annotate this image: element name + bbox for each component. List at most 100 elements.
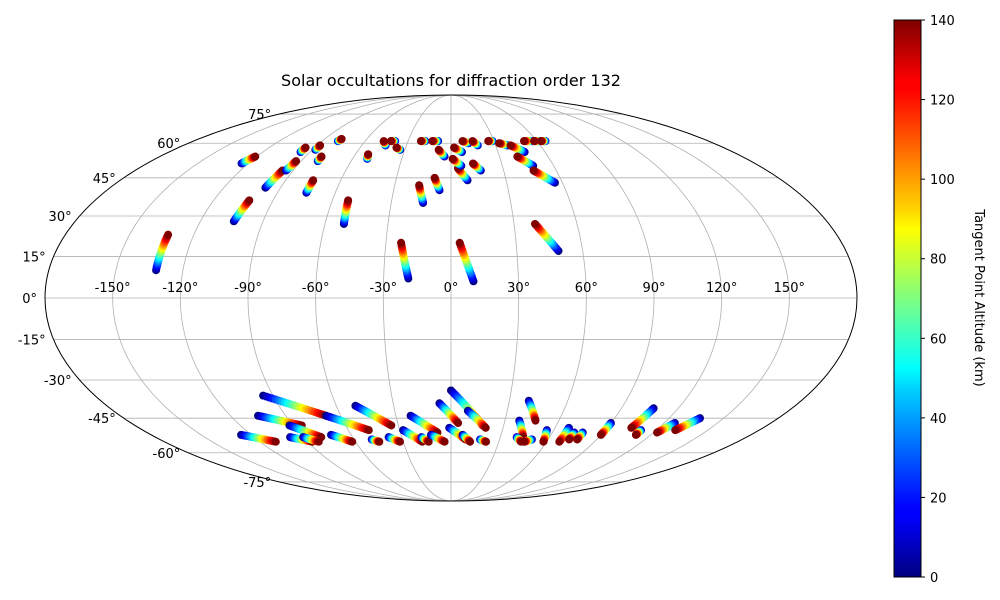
occultation-point [316, 141, 325, 150]
latitude-tick-label: 30° [49, 210, 72, 225]
occultation-point [387, 421, 396, 430]
longitude-tick-label: 150° [774, 281, 805, 296]
occultation-point [653, 428, 662, 437]
occultation-point [434, 145, 443, 154]
occultation-point [392, 143, 401, 152]
longitude-tick-label: 30° [507, 281, 530, 296]
longitude-tick-label: 0° [444, 281, 459, 296]
colorbar-tick-label: 0 [930, 571, 938, 586]
occultation-point [539, 437, 548, 446]
occultation-point [519, 137, 528, 146]
latitude-tick-label: 15° [23, 250, 46, 265]
occultation-point [251, 152, 260, 161]
occultation-point [531, 416, 540, 425]
occultation-point [520, 437, 529, 446]
occultation-point [468, 137, 477, 146]
colorbar-tick-label: 60 [930, 332, 947, 347]
occultation-point [379, 137, 388, 146]
occultation-point [481, 423, 490, 432]
occultation-point [245, 196, 254, 205]
longitude-gridline [382, 95, 452, 501]
occultation-points [152, 134, 705, 446]
latitude-tick-label: 75° [248, 108, 271, 123]
longitude-tick-label: -150° [95, 281, 131, 296]
occultation-point [531, 219, 539, 228]
occultation-point [529, 166, 538, 175]
occultation-point [164, 230, 173, 239]
longitude-gridline [450, 95, 790, 501]
occultation-point [440, 437, 449, 446]
colorbar-bar [893, 19, 922, 578]
longitude-gridline [450, 95, 723, 501]
longitude-tick-label: 90° [642, 281, 665, 296]
occultation-point [364, 426, 373, 435]
occultation-point [309, 176, 318, 185]
longitude-tick-label: -90° [234, 281, 262, 296]
occultation-point [344, 196, 353, 205]
occultation-point [495, 139, 504, 148]
latitude-tick-label: -15° [18, 334, 46, 349]
occultation-point [468, 159, 477, 168]
occultation-point [364, 150, 373, 159]
latitude-tick-label: -45° [88, 412, 116, 427]
occultation-point [565, 435, 574, 444]
occultation-point [314, 437, 323, 446]
occultation-point [458, 137, 467, 146]
colorbar-ticks: 0 20 40 60 80 100 120 140 [921, 14, 955, 586]
occultation-point [292, 157, 301, 166]
colorbar-tick-label: 120 [930, 94, 955, 109]
longitude-tick-label: -30° [369, 281, 397, 296]
occultation-point [573, 435, 582, 444]
longitude-gridline [315, 95, 452, 501]
colorbar-tick-label: 20 [930, 491, 947, 506]
occultation-point [415, 181, 424, 190]
occultation-point [631, 430, 640, 439]
occultation-point [555, 437, 564, 446]
occultation-point [317, 152, 326, 161]
longitude-tick-label: 120° [706, 281, 737, 296]
latitude-tick-label: 60° [157, 137, 180, 152]
latitude-tick-label: 45° [93, 172, 116, 187]
latitude-tick-labels: -75° -60° -45° -30° -15° 0° 15° 30° 45° 60° 75° [18, 108, 271, 491]
longitude-gridline [112, 95, 452, 501]
occultation-point [454, 419, 463, 428]
occultation-point [428, 137, 437, 146]
longitude-tick-label: 60° [575, 281, 598, 296]
occultation-point [271, 437, 280, 446]
latitude-tick-label: -30° [44, 374, 72, 389]
colorbar-tick-label: 80 [930, 253, 947, 268]
occultation-point [375, 437, 384, 446]
occultation-point [513, 152, 522, 161]
occultation-point [627, 423, 636, 432]
occultation-point [482, 437, 491, 446]
occultation-point [537, 137, 546, 146]
longitude-gridline [450, 95, 655, 501]
longitude-gridline [179, 95, 452, 501]
occultation-point [386, 137, 395, 146]
colorbar-tick-label: 100 [930, 173, 955, 188]
colorbar-tick-label: 140 [930, 14, 955, 29]
occultation-point [596, 430, 605, 439]
occultation-point [337, 134, 346, 143]
occultation-point [448, 154, 457, 163]
latitude-tick-label: -75° [243, 476, 271, 491]
colorbar-label: Tangent Point Altitude (km) [971, 208, 986, 386]
occultation-point [416, 137, 425, 146]
occultation-point [424, 437, 433, 446]
occultation-point [348, 437, 357, 446]
occultation-point [530, 137, 539, 146]
occultation-point [671, 426, 680, 435]
occultation-point [430, 173, 439, 182]
occultation-point [466, 437, 475, 446]
occultation-point [450, 143, 459, 152]
map-outline [44, 94, 858, 502]
occultation-point [484, 137, 493, 146]
occultation-point [397, 238, 406, 247]
occultation-point [455, 238, 464, 247]
colorbar: 0 20 40 60 80 100 120 140 Tangent Point Altitud… [893, 14, 986, 586]
occultation-point [396, 437, 405, 446]
chart-title: Solar occultations for diffraction order… [281, 71, 621, 90]
latitude-tick-label: -60° [153, 447, 181, 462]
longitude-tick-label: -60° [302, 281, 330, 296]
